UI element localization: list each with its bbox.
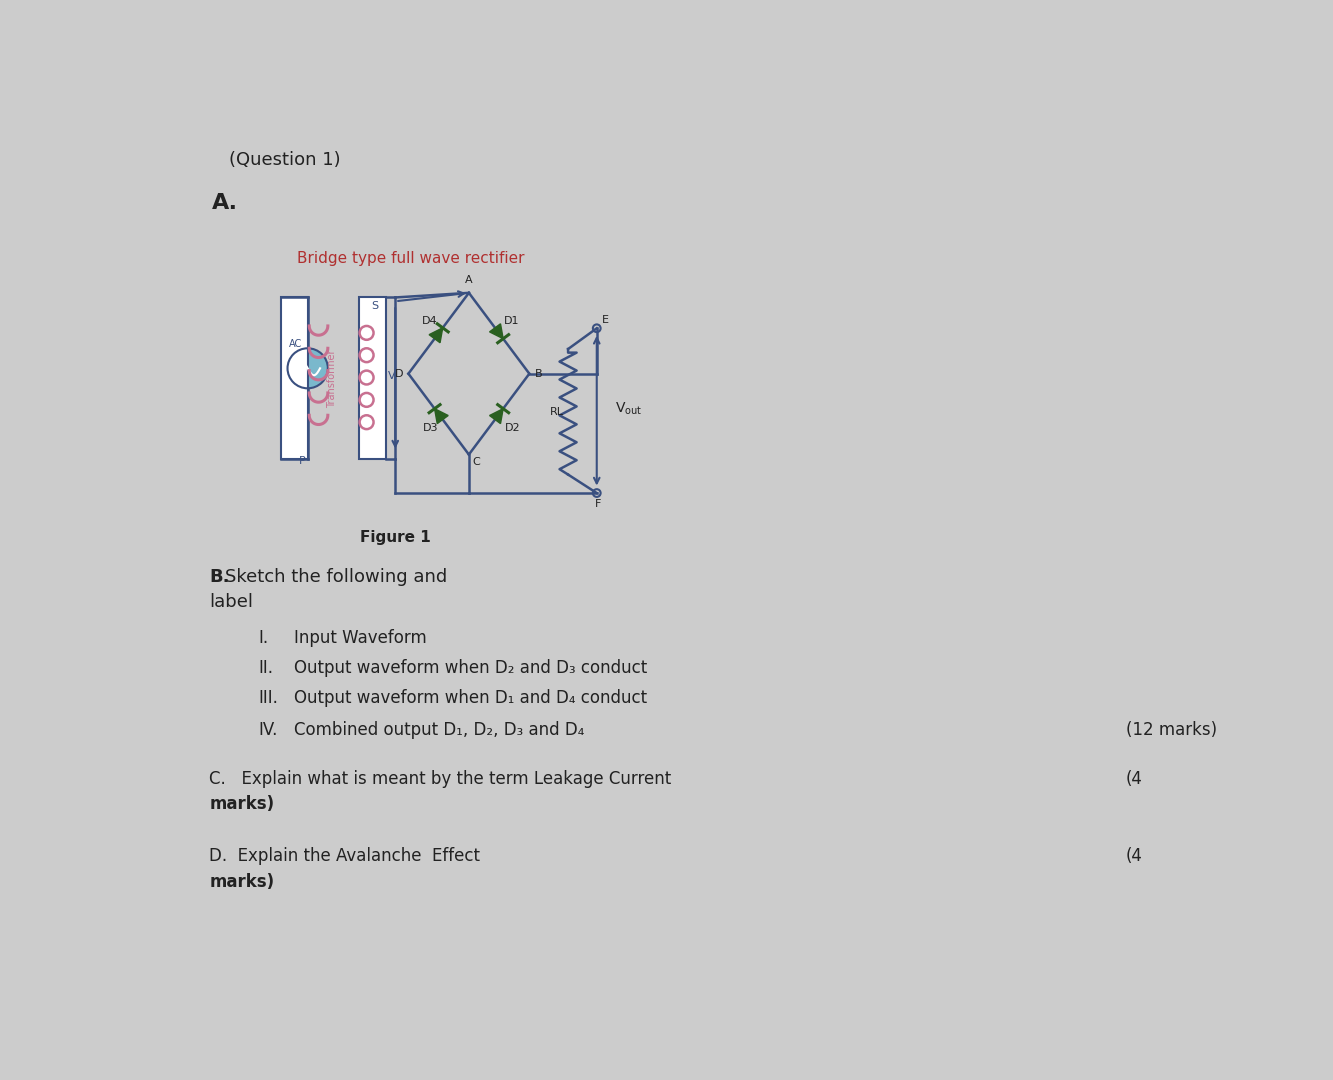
Text: (12 marks): (12 marks) [1126,721,1217,739]
Text: V: V [388,372,395,381]
Text: Combined output D₁, D₂, D₃ and D₄: Combined output D₁, D₂, D₃ and D₄ [295,721,585,739]
Text: A.: A. [212,192,237,213]
Text: Transformer: Transformer [327,349,337,407]
Text: IV.: IV. [259,721,277,739]
Text: I.: I. [259,629,268,647]
Polygon shape [429,328,443,342]
Bar [359,297,387,459]
Polygon shape [489,324,503,339]
Text: Sketch the following and: Sketch the following and [225,568,447,586]
Text: Figure 1: Figure 1 [360,530,431,545]
Text: B: B [535,368,543,379]
Text: (4: (4 [1126,770,1142,788]
Text: P: P [299,456,305,467]
Text: D4: D4 [423,315,439,325]
Text: F: F [595,499,601,509]
Circle shape [288,348,328,389]
Text: C.   Explain what is meant by the term Leakage Current: C. Explain what is meant by the term Lea… [209,770,672,788]
Text: Input Waveform: Input Waveform [295,629,428,647]
Text: C: C [473,457,480,467]
Text: (Question 1): (Question 1) [229,151,340,170]
Text: III.: III. [259,689,279,706]
Text: B.: B. [209,568,229,586]
Text: label: label [209,593,253,611]
Text: D2: D2 [505,423,521,433]
Text: D3: D3 [423,423,437,433]
Text: S: S [371,301,377,311]
Text: II.: II. [259,660,273,677]
Text: AC: AC [289,339,303,349]
Text: marks): marks) [209,795,275,813]
Text: D: D [395,368,403,379]
Text: (4: (4 [1126,847,1142,865]
Bar [281,297,308,459]
Text: marks): marks) [209,873,275,891]
Text: A: A [465,275,473,285]
Text: E: E [601,315,608,325]
Text: Output waveform when D₂ and D₃ conduct: Output waveform when D₂ and D₃ conduct [295,660,648,677]
Text: D1: D1 [504,315,520,325]
Text: RL: RL [551,407,564,417]
Polygon shape [489,408,503,423]
Text: Bridge type full wave rectifier: Bridge type full wave rectifier [297,252,524,267]
Polygon shape [435,408,448,423]
Text: D.  Explain the Avalanche  Effect: D. Explain the Avalanche Effect [209,847,480,865]
Text: V$_{\rm out}$: V$_{\rm out}$ [615,400,643,417]
Text: Output waveform when D₁ and D₄ conduct: Output waveform when D₁ and D₄ conduct [295,689,648,706]
